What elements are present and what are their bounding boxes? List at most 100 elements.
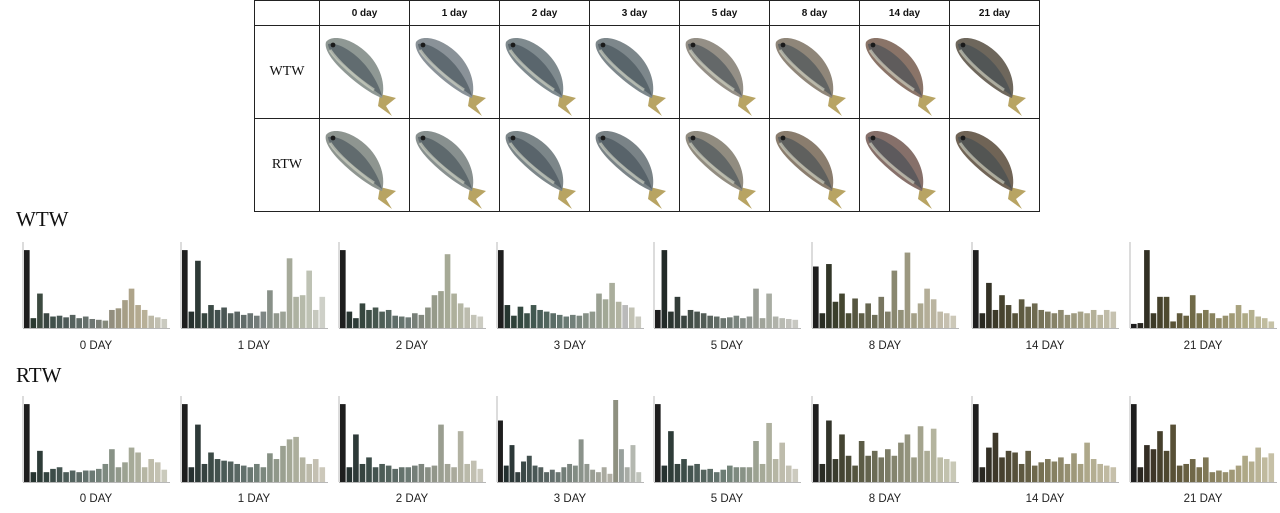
histogram-bar [515,472,521,482]
histogram-bar [195,260,201,328]
histogram-bar [999,295,1005,328]
histogram-bar [102,320,109,328]
histogram-bar [247,467,254,482]
color-histogram [971,242,1119,329]
histogram-bar [135,452,141,482]
histogram-bar [826,264,832,328]
histogram-bar [405,467,412,482]
histogram-bar [148,459,154,482]
fish-photo [685,38,756,116]
histogram-bar [135,305,141,328]
histogram-bar [1051,461,1058,482]
histogram-bar [792,468,799,482]
histogram-bar [504,305,511,328]
histogram-bar [1103,465,1110,482]
histogram-bar [871,314,878,328]
histogram-bar [76,472,82,482]
histogram-bar [1163,450,1170,482]
histogram-bar [1170,321,1176,328]
histogram-bar [930,299,937,328]
histogram-bar [201,463,208,482]
histogram-bar [943,459,950,482]
histogram-bar [109,309,115,328]
histogram-bar [549,469,555,482]
histogram-bar [720,318,727,328]
histogram-bar [635,316,642,328]
histogram-bar [1103,309,1110,328]
histogram-bar [56,315,63,328]
histogram-bar [589,311,596,328]
histogram-bar [687,309,694,328]
histogram-bar [624,467,630,482]
histogram-bar [154,462,161,482]
histogram-bar [312,309,319,328]
histogram-bar [148,315,154,328]
histogram-bar [385,465,392,482]
histogram-bar [1248,309,1255,328]
histogram-bar [451,467,457,482]
histogram-bar [182,404,188,482]
fish-photo-cell [859,25,950,119]
histogram-bar [924,450,930,482]
histogram-bar [498,250,504,328]
histogram-bar [293,436,299,482]
histogram-bar [1058,457,1064,482]
histogram-bar [563,316,570,328]
histogram-bar [398,316,405,328]
histogram-bar [590,469,596,482]
histogram-bar [37,293,43,328]
histogram-bar [891,455,898,482]
fish-photo-cell [859,118,950,212]
table-day-header: 3 day [589,0,680,26]
histogram-caption: 0 DAY [79,493,113,505]
histogram-bar [979,467,986,482]
fish-photo-cell [409,118,500,212]
histogram-bar [76,318,82,328]
histogram-bar [1018,463,1025,482]
fish-photo [865,131,936,209]
histogram-bar [418,463,425,482]
histogram-bar [1058,309,1064,328]
histogram-bar [254,463,260,482]
histogram-bar [911,457,917,482]
histogram-bar [1110,467,1117,482]
histogram-bar [1248,461,1255,482]
histogram-bar [839,434,845,482]
histogram-bar [943,313,950,328]
histogram-bar [438,291,444,328]
histogram-bar [254,315,260,328]
histogram-bar [464,307,470,328]
histogram-bar [517,306,524,328]
histogram-bar [115,308,122,328]
histogram-bar [1261,318,1268,328]
fish-image-table: 0 day 1 day 2 day 3 day 5 day 8 day 14 d… [254,0,1040,212]
histogram-bar [24,404,30,482]
histogram-bar [596,293,602,328]
histogram-caption: 3 DAY [553,340,587,352]
histogram-bar [1064,463,1071,482]
histogram-bar [898,309,904,328]
histogram-bar [845,455,852,482]
histogram-bar [813,266,819,328]
histogram-bar [819,463,826,482]
histogram-bar [154,317,161,328]
histogram-bar [1018,299,1025,328]
histogram-bar [359,463,366,482]
histogram-bar [1045,459,1051,482]
histogram-bar [1157,296,1163,328]
histogram-bar [668,311,674,328]
histogram-bar [1097,314,1103,328]
histogram-bar [299,295,306,328]
histogram-bar [661,465,668,482]
histogram-bar [340,404,346,482]
histogram-bar [227,313,234,328]
histogram-bar [340,250,346,328]
fish-photo-cell [679,118,770,212]
histogram-bar [353,318,359,328]
histogram-bar [792,319,799,328]
histogram-bar [779,318,785,328]
table-corner-cell [254,0,320,26]
histogram-bar [141,309,148,328]
histogram-bar [477,316,484,328]
histogram-bar [544,472,550,482]
